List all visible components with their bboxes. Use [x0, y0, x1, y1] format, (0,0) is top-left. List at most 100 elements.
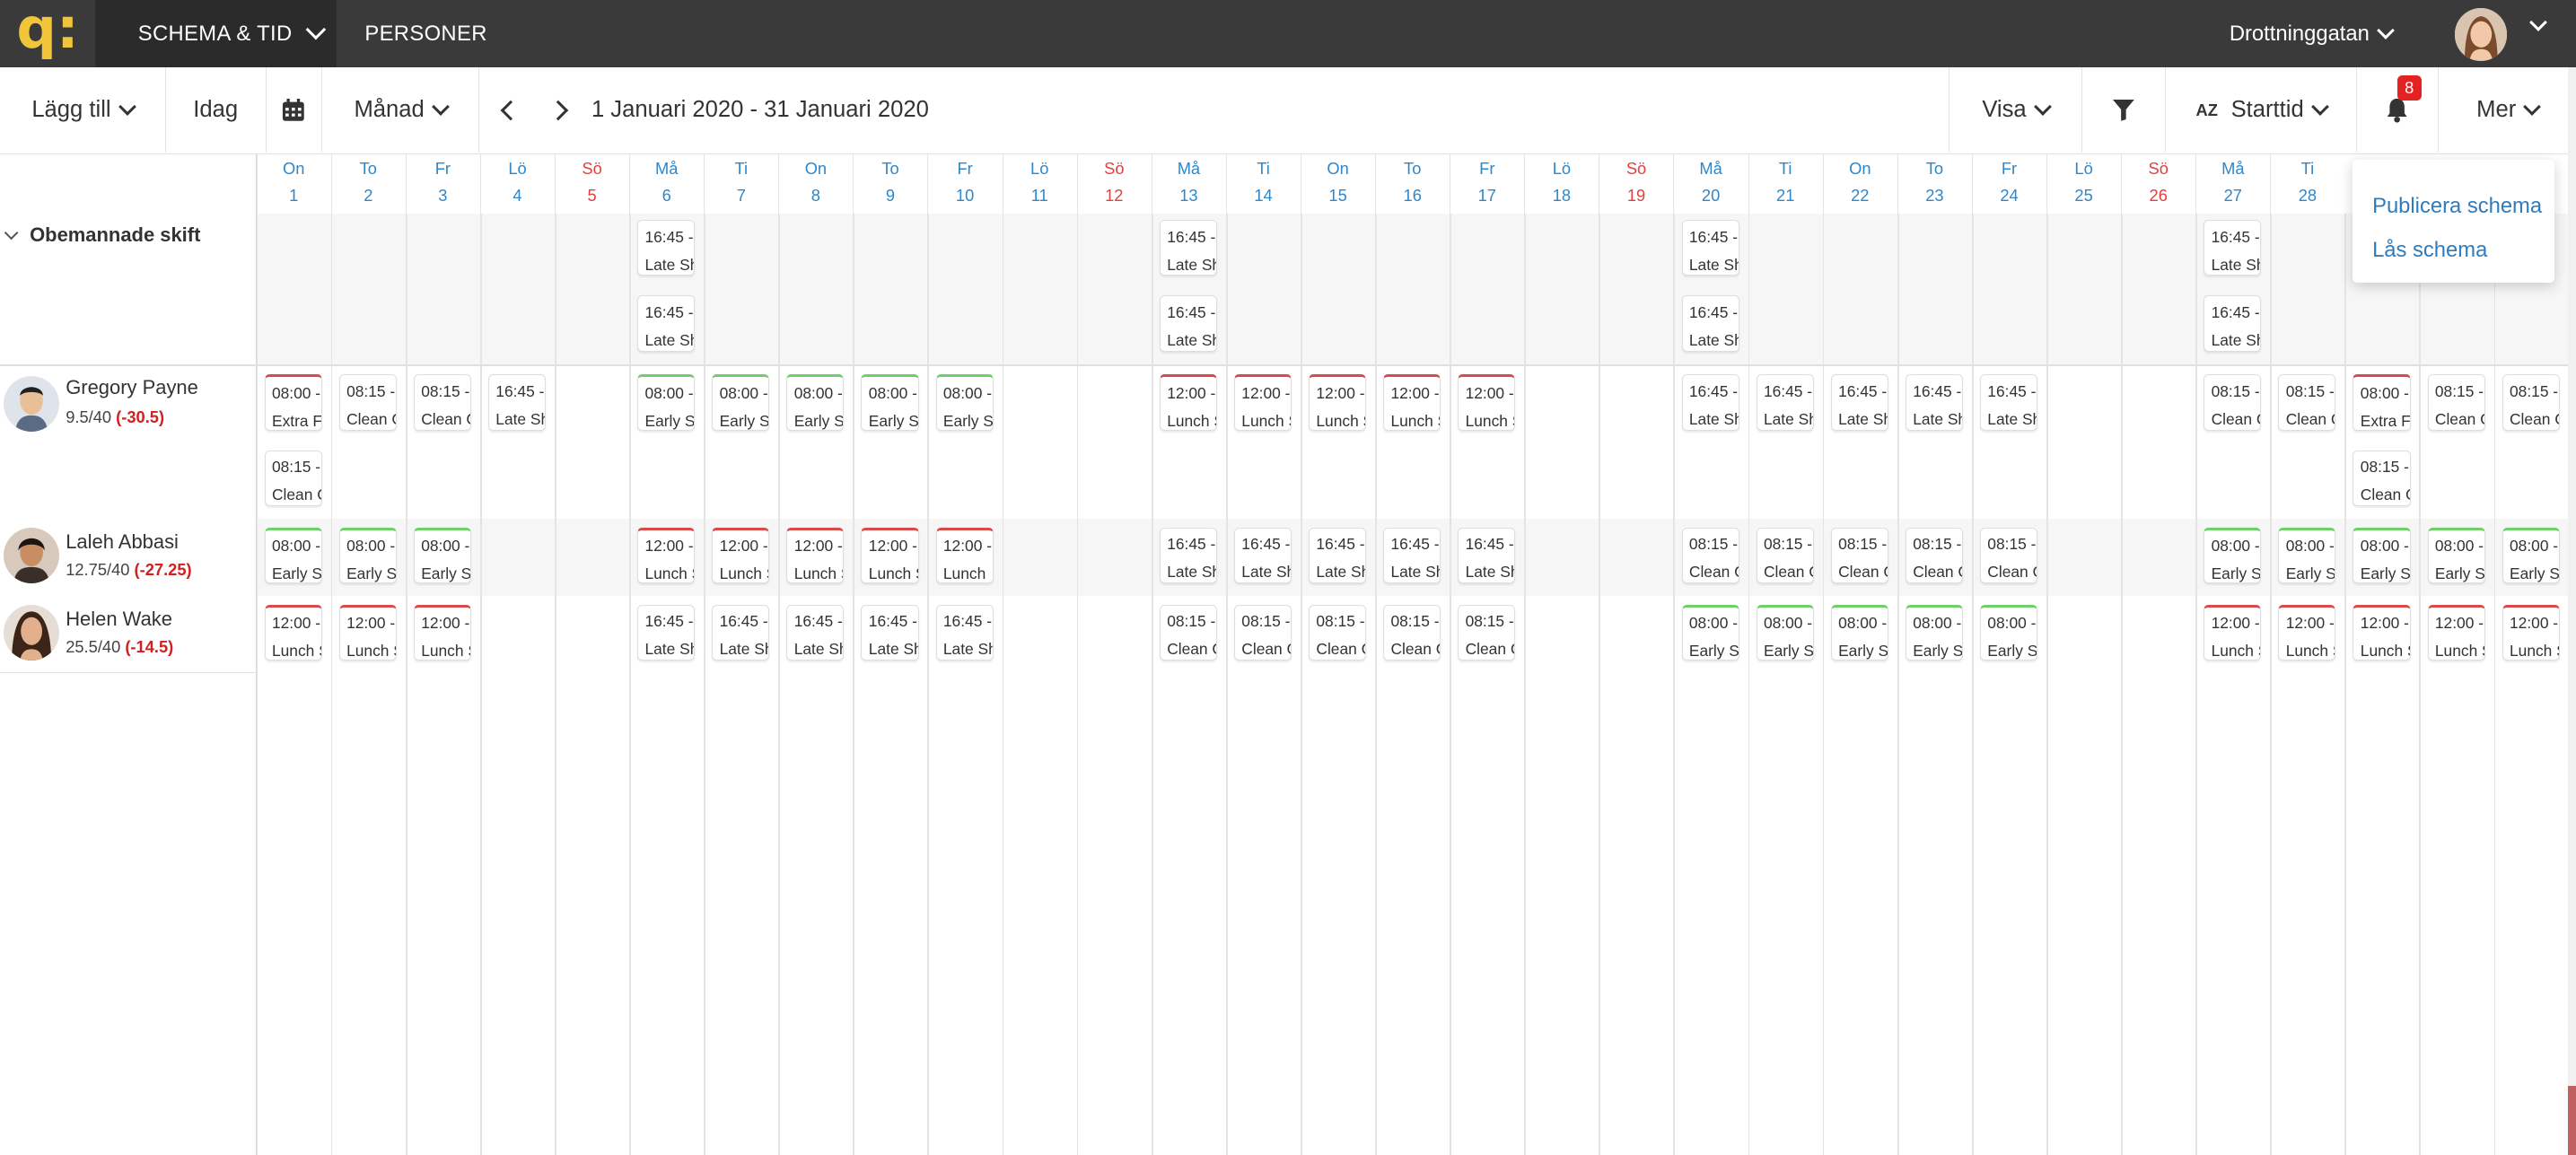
shift-card[interactable]: 16:45 - Late Sh — [1233, 527, 1292, 583]
shift-card[interactable]: 16:45 - Late Sh — [2204, 295, 2262, 352]
day-column-header[interactable]: Må 13 — [1151, 154, 1225, 214]
shift-card[interactable]: 08:00 - Early S — [1905, 604, 1963, 661]
shift-card[interactable]: 08:15 - Clean C — [1233, 604, 1292, 661]
shift-card[interactable]: 08:00 - Early S — [1681, 604, 1739, 661]
day-column-header[interactable]: Sö 19 — [1599, 154, 1672, 214]
shift-card[interactable]: 16:45 - Late Sh — [1383, 527, 1441, 583]
shift-card[interactable]: 08:00 - Early S — [2427, 527, 2485, 583]
shift-card[interactable]: 08:00 - Early S — [1830, 604, 1888, 661]
shift-card[interactable]: 16:45 - Late Sh — [1159, 220, 1217, 276]
shift-card[interactable]: 12:00 - Lunch S — [264, 604, 322, 661]
shift-card[interactable]: 08:00 - Early S — [786, 374, 845, 431]
shift-card[interactable]: 08:00 - Extra Fr — [264, 374, 322, 431]
location-selector[interactable]: Drottninggatan — [2230, 0, 2395, 67]
shift-card[interactable]: 16:45 - Late Sh — [1830, 374, 1888, 431]
shift-card[interactable]: 08:00 - Early Sh — [2502, 527, 2560, 583]
notifications-button[interactable] — [2355, 67, 2439, 153]
user-avatar[interactable] — [2454, 8, 2508, 61]
sort-dropdown[interactable]: AZ Starttid — [2165, 67, 2355, 153]
shift-card[interactable]: 12:00 - Lunch S — [338, 604, 397, 661]
shift-card[interactable]: 12:00 - Lunch S — [413, 604, 471, 661]
shift-card[interactable]: 08:00 - Early Sh — [1756, 604, 1814, 661]
day-column-header[interactable]: Fr 17 — [1450, 154, 1523, 214]
shift-card[interactable]: 16:45 - Late Sh — [1681, 295, 1739, 352]
day-column-header[interactable]: On 15 — [1300, 154, 1374, 214]
day-column-header[interactable]: Ti 28 — [2270, 154, 2344, 214]
employee-row-helen-wake[interactable]: Helen Wake 25.5/40 (-14.5) — [0, 596, 255, 673]
shift-card[interactable]: 12:00 - Lunch S — [637, 527, 696, 583]
shift-card[interactable]: 16:45 - Late Sh — [935, 604, 994, 661]
shift-card[interactable]: 16:45 - Late Sh — [637, 220, 696, 276]
unassigned-shifts-toggle[interactable]: Obemannade skift — [4, 223, 200, 247]
shift-card[interactable]: 08:00 - Early Sh — [861, 374, 919, 431]
user-menu-chevron-icon[interactable] — [2528, 13, 2547, 32]
shift-card[interactable]: 08:15 - Clean C — [2353, 450, 2411, 506]
shift-card[interactable]: 08:15 - Clean C — [413, 374, 471, 431]
day-column-header[interactable]: Må 6 — [629, 154, 703, 214]
shift-card[interactable]: 08:15 - Clean C — [1159, 604, 1217, 661]
nav-personer[interactable]: PERSONER — [364, 0, 486, 67]
day-column-header[interactable]: Fr 3 — [405, 154, 479, 214]
today-button[interactable]: Idag — [166, 67, 267, 153]
shift-card[interactable]: 16:45 - Late Sh — [712, 604, 770, 661]
day-column-header[interactable]: To 9 — [853, 154, 926, 214]
shift-card[interactable]: 08:15 - Clean C — [1681, 527, 1739, 583]
shift-card[interactable]: 08:15 - Clean C — [2278, 374, 2336, 431]
shift-card[interactable]: 08:15 - Clean C — [1383, 604, 1441, 661]
day-column-header[interactable]: Fr 10 — [927, 154, 1001, 214]
shift-card[interactable]: 08:15 - Clean C — [1830, 527, 1888, 583]
publish-schedule-item[interactable]: Publicera schema — [2372, 193, 2543, 218]
employee-row-laleh-abbasi[interactable]: Laleh Abbasi 12.75/40 (-27.25) — [0, 519, 255, 596]
shift-card[interactable]: 08:00 - Extra Fr — [2353, 374, 2411, 431]
shift-card[interactable]: 12:00 - Lunch S — [2278, 604, 2336, 661]
day-column-header[interactable]: Ti 7 — [704, 154, 777, 214]
shift-card[interactable]: 08:00 - Early S — [637, 374, 696, 431]
shift-card[interactable]: 08:15 - Clean C — [2427, 374, 2485, 431]
day-column-header[interactable]: To 16 — [1375, 154, 1449, 214]
shift-card[interactable]: 12:00 - Lunch — [935, 527, 994, 583]
app-logo[interactable]: q: — [16, 0, 79, 61]
lock-schedule-item[interactable]: Lås schema — [2372, 238, 2488, 263]
more-dropdown[interactable]: Mer — [2438, 67, 2576, 153]
shift-card[interactable]: 08:00 - Early S — [935, 374, 994, 431]
shift-card[interactable]: 12:00 - Lunch S — [2204, 604, 2262, 661]
shift-card[interactable]: 12:00 - Lunch S — [1383, 374, 1441, 431]
date-picker-button[interactable] — [267, 67, 322, 153]
shift-card[interactable]: 12:00 - Lunch S — [786, 527, 845, 583]
shift-card[interactable]: 12:00 - Lunch S — [861, 527, 919, 583]
shift-card[interactable]: 12:00 - Lunch S — [712, 527, 770, 583]
shift-card[interactable]: 12:00 - Lunch S — [2502, 604, 2560, 661]
shift-card[interactable]: 16:45 - Late Sh — [637, 604, 696, 661]
day-column-header[interactable]: Fr 24 — [1971, 154, 2046, 214]
day-column-header[interactable]: To 23 — [1897, 154, 1971, 214]
shift-card[interactable]: 16:45 - Late Sh — [1681, 220, 1739, 276]
shift-card[interactable]: 16:45 - Late Sh — [1905, 374, 1963, 431]
day-column-header[interactable]: Sö 26 — [2121, 154, 2195, 214]
shift-card[interactable]: 08:15 - Clean C — [1458, 604, 1516, 661]
shift-card[interactable]: 16:45 - Late Sh — [487, 374, 547, 431]
shift-card[interactable]: 08:15 - Clean C — [1756, 527, 1814, 583]
day-column-header[interactable]: To 2 — [330, 154, 405, 214]
shift-card[interactable]: 08:00 - Early S — [2353, 527, 2411, 583]
day-column-header[interactable]: On 1 — [256, 154, 330, 214]
shift-card[interactable]: 16:45 - Late Sh — [1681, 374, 1739, 431]
shift-card[interactable]: 16:45 - Late Sh — [786, 604, 845, 661]
nav-schema-tid[interactable]: SCHEMA & TID — [95, 0, 337, 68]
shift-card[interactable]: 12:00 - Lunch S — [1309, 374, 1367, 431]
shift-card[interactable]: 16:45 - Late Sh — [1159, 295, 1217, 352]
visa-dropdown[interactable]: Visa — [1948, 67, 2081, 153]
shift-card[interactable]: 16:45 - Late Sh — [2204, 220, 2262, 276]
shift-card[interactable]: 08:15 - Clean C — [2204, 374, 2262, 431]
shift-card[interactable]: 16:45 - Late Sh — [637, 295, 696, 352]
scrollbar-thumb[interactable] — [2567, 1085, 2576, 1155]
view-mode-dropdown[interactable]: Månad — [322, 67, 480, 153]
shift-card[interactable]: 12:00 - Lunch S — [2427, 604, 2485, 661]
shift-card[interactable]: 08:00 - Early Sh — [712, 374, 770, 431]
shift-card[interactable]: 08:00 - Early Sh — [1979, 604, 2038, 661]
shift-card[interactable]: 12:00 - Lunch S — [1233, 374, 1292, 431]
day-column-header[interactable]: Ti 21 — [1748, 154, 1822, 214]
day-column-header[interactable]: Sö 12 — [1076, 154, 1151, 214]
filter-button[interactable] — [2081, 67, 2165, 153]
day-column-header[interactable]: Lö 4 — [479, 154, 554, 214]
previous-period-button[interactable] — [489, 67, 525, 153]
